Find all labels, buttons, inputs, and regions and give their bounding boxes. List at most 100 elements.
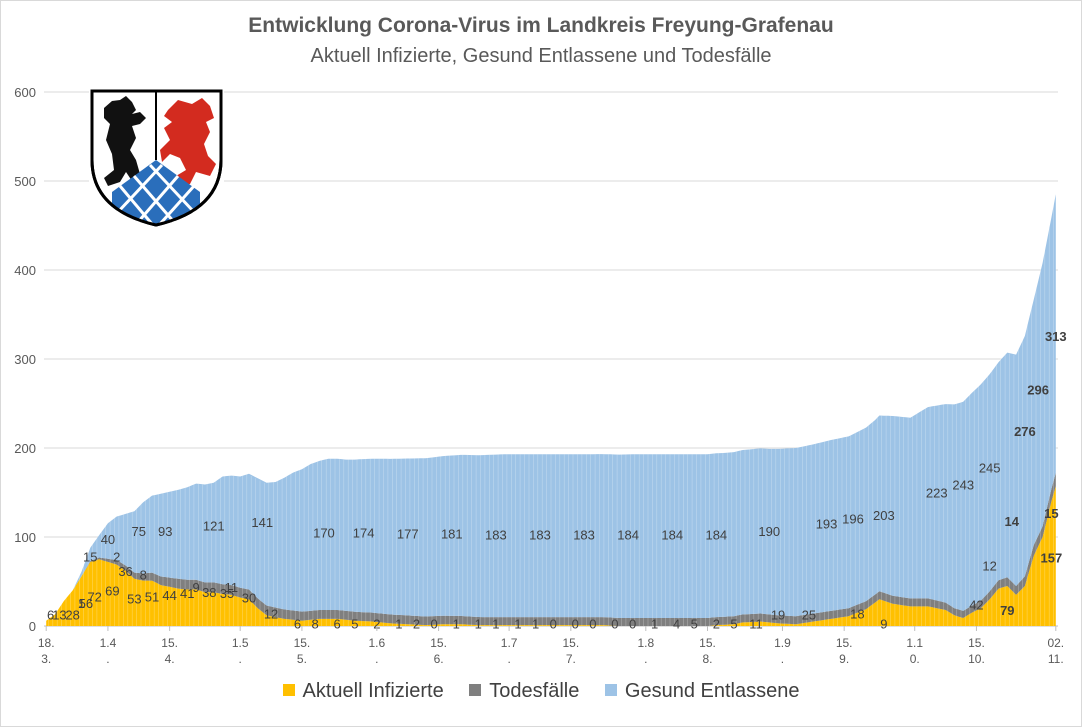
x-tick-label: 1.8: [637, 636, 654, 650]
data-label: 2: [113, 550, 120, 565]
data-label: 36: [118, 564, 132, 579]
data-label: 174: [353, 526, 375, 541]
x-tick-label: 5.: [297, 652, 307, 666]
x-tick-label: .: [507, 652, 510, 666]
legend-label-todesfaelle: Todesfälle: [489, 680, 580, 702]
data-label: 28: [65, 607, 79, 622]
data-label: 6: [294, 616, 301, 631]
x-tick-label: 1.1: [906, 636, 923, 650]
x-tick-label: .: [375, 652, 378, 666]
data-label: 1: [453, 616, 460, 631]
x-tick-label: 15.: [430, 636, 447, 650]
lion-icon: [160, 98, 216, 186]
data-label: 6: [47, 607, 54, 622]
data-label: 93: [158, 524, 172, 539]
chart-subtitle: Aktuell Infizierte, Gesund Entlassene un…: [310, 45, 772, 67]
data-label: 1: [475, 616, 482, 631]
x-tick-label: .: [781, 652, 784, 666]
data-label: 1: [78, 596, 85, 611]
x-tick-label: 3.: [41, 652, 51, 666]
data-label: 35: [220, 586, 234, 601]
x-tick-label: 15.: [968, 636, 985, 650]
data-label: 276: [1014, 424, 1036, 439]
x-tick-label: 6.: [434, 652, 444, 666]
data-label: 30: [242, 591, 256, 606]
legend-item-entlassene: Gesund Entlassene: [604, 680, 800, 703]
data-label: 38: [202, 585, 216, 600]
data-label: 79: [1000, 603, 1014, 618]
data-label: 245: [979, 461, 1001, 476]
x-tick-label: 8.: [703, 652, 713, 666]
data-label: 15: [83, 550, 97, 565]
legend: Aktuell Infizierte Todesfälle Gesund Ent…: [0, 680, 1082, 703]
data-label: 243: [952, 477, 974, 492]
column-separators: [43, 194, 1054, 626]
data-label: 1: [514, 616, 521, 631]
chart-title: Entwicklung Corona-Virus im Landkreis Fr…: [248, 14, 834, 37]
data-label: 183: [485, 527, 507, 542]
data-label: 53: [127, 591, 141, 606]
x-tick-label: 1.5: [232, 636, 249, 650]
data-label: 72: [87, 590, 101, 605]
data-label: 184: [661, 527, 683, 542]
x-tick-label: 11.: [1048, 652, 1064, 666]
data-label: 190: [758, 524, 780, 539]
data-label: 203: [873, 508, 895, 523]
data-label: 313: [1045, 329, 1067, 344]
x-tick-label: 18.: [38, 636, 55, 650]
x-tick-label: 15.: [161, 636, 178, 650]
data-label: 177: [397, 526, 419, 541]
x-tick-label: 15.: [294, 636, 311, 650]
legend-label-entlassene: Gesund Entlassene: [624, 680, 800, 702]
data-label: 0: [550, 616, 557, 631]
data-label: 2: [413, 616, 420, 631]
data-label: 0: [431, 616, 438, 631]
data-label: 196: [842, 511, 864, 526]
data-label: 0: [572, 616, 579, 631]
coat-of-arms-emblem: [89, 88, 224, 228]
data-label: 183: [573, 527, 595, 542]
data-label: 41: [180, 586, 194, 601]
data-label: 69: [105, 583, 119, 598]
data-label: 1: [651, 616, 658, 631]
y-tick-label: 400: [14, 263, 36, 278]
x-tick-label: 4.: [165, 652, 175, 666]
data-label: 183: [529, 527, 551, 542]
data-label: 184: [617, 527, 639, 542]
legend-swatch-todesfaelle: [469, 684, 482, 696]
x-tick-label: .: [239, 652, 242, 666]
data-label: 42: [969, 598, 983, 613]
data-label: 0: [611, 616, 618, 631]
legend-label-infizierte: Aktuell Infizierte: [302, 680, 444, 702]
data-label: 75: [132, 524, 146, 539]
data-label: 0: [629, 616, 636, 631]
x-tick-label: 15.: [836, 636, 853, 650]
data-label: 181: [441, 526, 463, 541]
data-label: 1: [532, 616, 539, 631]
x-tick-label: 10.: [968, 652, 985, 666]
data-label: 6: [334, 616, 341, 631]
data-label: 1: [395, 616, 402, 631]
y-tick-label: 0: [29, 619, 36, 634]
bear-icon: [104, 96, 150, 186]
legend-item-todesfaelle: Todesfälle: [469, 680, 579, 703]
data-label: 5: [730, 616, 737, 631]
data-label: 14: [1004, 514, 1019, 529]
x-tick-label: 1.6: [369, 636, 386, 650]
data-label: 170: [313, 526, 335, 541]
x-tick-label: 15.: [699, 636, 716, 650]
data-label: 4: [673, 616, 680, 631]
legend-swatch-entlassene: [604, 684, 617, 696]
data-label: 8: [140, 567, 147, 582]
data-label: 9: [192, 580, 199, 595]
area-series-2: [46, 472, 1056, 626]
data-label: 2: [713, 616, 720, 631]
data-label: 5: [351, 616, 358, 631]
y-tick-label: 600: [14, 85, 36, 100]
legend-item-infizierte: Aktuell Infizierte: [282, 680, 444, 703]
y-tick-label: 500: [14, 174, 36, 189]
x-tick-label: 1.7: [501, 636, 518, 650]
data-label: 121: [203, 518, 225, 533]
data-label: 193: [816, 517, 838, 532]
